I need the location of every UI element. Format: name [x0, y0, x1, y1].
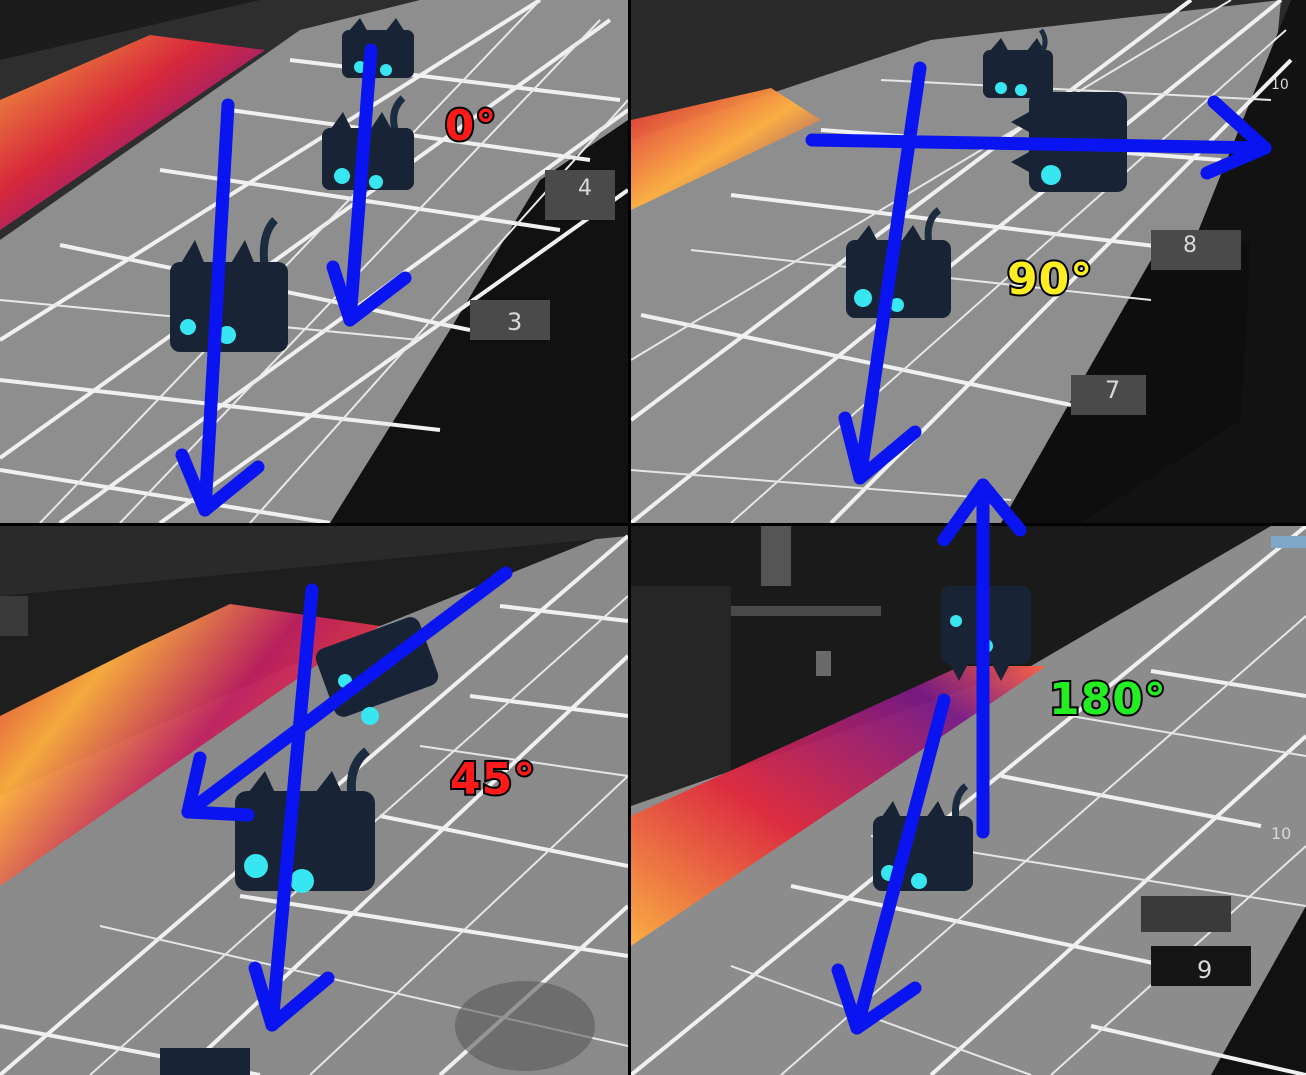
angle-label: 0°: [443, 101, 498, 150]
cat-robot-icon: [983, 28, 1053, 98]
heatmap-strip: [631, 88, 821, 210]
ruler-tick-number: 10: [1271, 824, 1292, 843]
ruler-tick-number: 4: [578, 176, 592, 201]
panel-0-degrees: 4 3 0°: [0, 0, 628, 523]
ruler-tick-number: 7: [1105, 376, 1121, 404]
angle-label: 180°: [1047, 674, 1168, 725]
panel-90-degrees: 10 8 7 90°: [631, 0, 1306, 523]
ruler-tick-number: 10: [1271, 77, 1289, 93]
angle-label: 45°: [448, 754, 537, 805]
scene-view: [631, 0, 1306, 523]
ruler-tick-number: 3: [507, 308, 523, 336]
grid-floor: [0, 0, 628, 523]
panel-180-degrees: 10 9 180°: [631, 526, 1306, 1075]
scene-view: [631, 526, 1306, 1075]
angle-label: 90°: [1005, 254, 1094, 305]
heatmap-strip: [0, 35, 265, 230]
scene-view: [0, 0, 628, 523]
ruler-tick-number: 8: [1183, 233, 1197, 258]
panel-45-degrees: 45°: [0, 526, 628, 1075]
ruler-tick-number: 9: [1197, 956, 1213, 984]
